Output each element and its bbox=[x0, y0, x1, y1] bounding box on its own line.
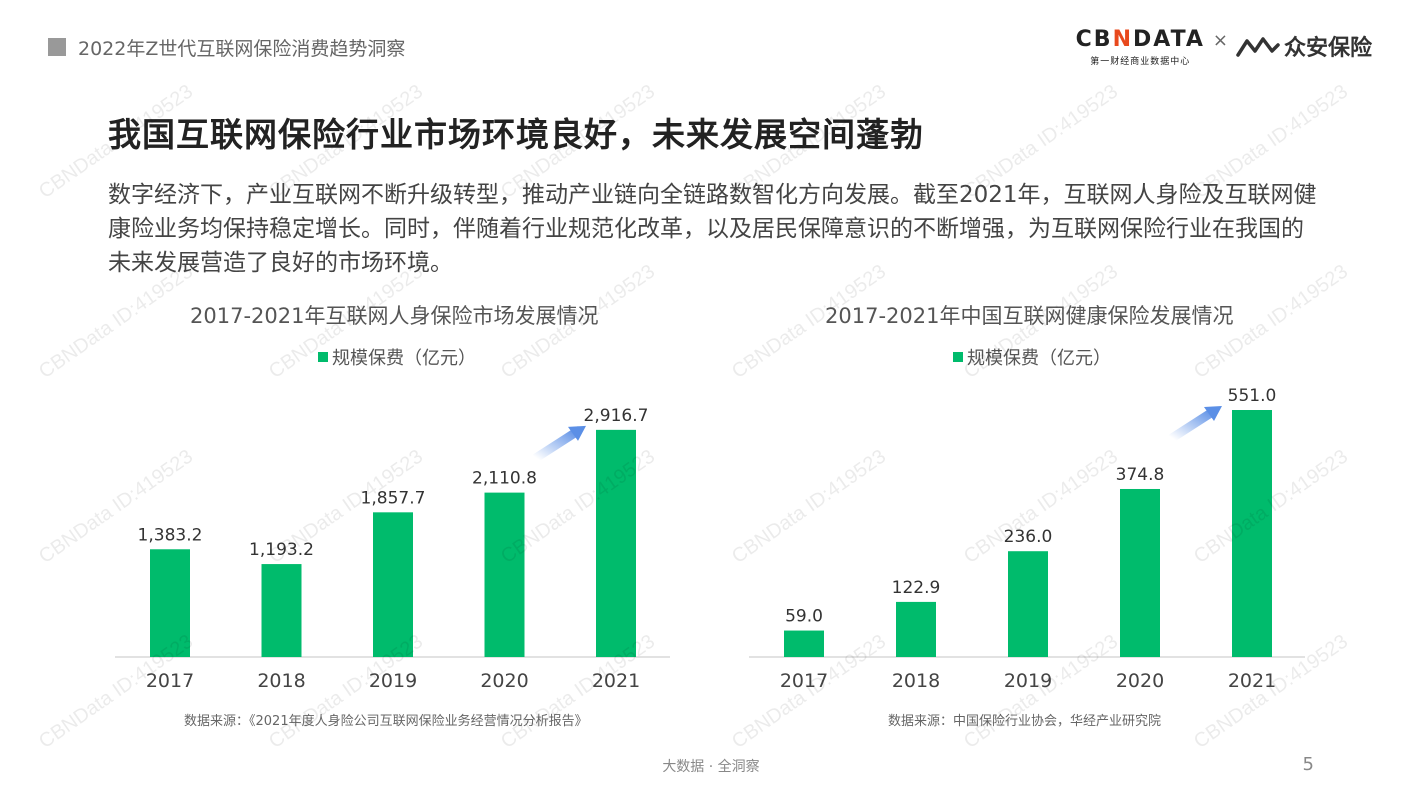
header-square-marker bbox=[48, 38, 66, 56]
chart-legend: 规模保费（亿元） bbox=[318, 344, 476, 370]
report-title: 2022年Z世代互联网保险消费趋势洞察 bbox=[78, 38, 406, 60]
x-tick-label: 2021 bbox=[592, 670, 640, 692]
zhongan-logo: 众安保险 bbox=[1236, 30, 1372, 62]
chart-plot: 59.0 2017 122.9 2018 236.0 2019 374.8 2020 551.0… bbox=[749, 386, 1305, 692]
data-label: 59.0 bbox=[785, 607, 823, 627]
cbndata-logo: CBNDATA 第一财经商业数据中心 bbox=[1075, 27, 1205, 68]
x-tick-label: 2018 bbox=[257, 670, 305, 692]
legend-label: 规模保费（亿元） bbox=[967, 348, 1111, 369]
growth-arrow-head-icon bbox=[1204, 406, 1222, 421]
bar bbox=[1008, 551, 1048, 657]
x-tick-label: 2019 bbox=[1004, 670, 1052, 692]
bar bbox=[784, 630, 824, 657]
bar bbox=[373, 512, 413, 657]
zhongan-mountain-icon bbox=[1236, 37, 1280, 57]
zhongan-logo-text: 众安保险 bbox=[1283, 36, 1372, 61]
data-label: 122.9 bbox=[892, 578, 941, 598]
chart-title: 2017-2021年中国互联网健康保险发展情况 bbox=[825, 304, 1234, 328]
x-tick-label: 2021 bbox=[1228, 670, 1276, 692]
bar bbox=[484, 492, 525, 657]
data-label: 551.0 bbox=[1228, 386, 1277, 406]
legend-swatch bbox=[953, 352, 963, 362]
chart-legend: 规模保费（亿元） bbox=[953, 344, 1111, 370]
data-label: 2,110.8 bbox=[472, 469, 537, 489]
cbndata-logo-subtitle: 第一财经商业数据中心 bbox=[1090, 57, 1191, 67]
health-insurance-chart: 2017-2021年中国互联网健康保险发展情况 规模保费（亿元） 59.0 201… bbox=[711, 290, 1422, 740]
chart-source: 数据来源：《2021年度人身险公司互联网保险业务经营情况分析报告》 bbox=[184, 714, 588, 729]
page-title: 我国互联网保险行业市场环境良好，未来发展空间蓬勃 bbox=[108, 115, 924, 154]
bar bbox=[596, 429, 636, 657]
bar bbox=[1232, 410, 1272, 657]
data-label: 374.8 bbox=[1116, 465, 1165, 485]
cbndata-logo-text: CBNDATA bbox=[1075, 27, 1205, 52]
bar bbox=[261, 564, 302, 657]
x-tick-label: 2018 bbox=[892, 670, 940, 692]
page-number: 5 bbox=[1302, 754, 1314, 775]
data-label: 1,857.7 bbox=[361, 488, 426, 508]
bar bbox=[150, 549, 190, 657]
data-label: 1,193.2 bbox=[249, 540, 314, 560]
x-tick-label: 2020 bbox=[1116, 670, 1164, 692]
growth-arrow-icon bbox=[531, 426, 583, 463]
data-label: 1,383.2 bbox=[138, 525, 203, 545]
x-tick-label: 2017 bbox=[146, 670, 194, 692]
footer-tagline: 大数据 · 全洞察 bbox=[662, 759, 760, 775]
growth-arrow-icon bbox=[1167, 406, 1219, 443]
logo-separator: × bbox=[1212, 30, 1228, 51]
chart-source: 数据来源：中国保险行业协会，华经产业研究院 bbox=[888, 714, 1162, 729]
x-tick-label: 2017 bbox=[780, 670, 828, 692]
page-description: 数字经济下，产业互联网不断升级转型，推动产业链向全链路数智化方向发展。截至202… bbox=[108, 182, 1317, 276]
data-label: 2,916.7 bbox=[584, 406, 649, 426]
legend-label: 规模保费（亿元） bbox=[332, 348, 476, 369]
x-tick-label: 2019 bbox=[369, 670, 417, 692]
bar bbox=[1120, 488, 1160, 657]
bar bbox=[896, 601, 936, 657]
legend-swatch bbox=[318, 352, 328, 362]
life-insurance-chart: 2017-2021年互联网人身保险市场发展情况 规模保费（亿元） 1,383.2… bbox=[0, 290, 711, 740]
brand-logos: CBNDATA 第一财经商业数据中心 × 众安保险 bbox=[1075, 27, 1372, 68]
data-label: 236.0 bbox=[1004, 527, 1053, 547]
chart-plot: 1,383.2 2017 1,193.2 2018 1,857.7 2019 2,110.8… bbox=[115, 406, 670, 692]
chart-title: 2017-2021年互联网人身保险市场发展情况 bbox=[190, 304, 599, 328]
x-tick-label: 2020 bbox=[480, 670, 528, 692]
growth-arrow-head-icon bbox=[568, 425, 586, 441]
